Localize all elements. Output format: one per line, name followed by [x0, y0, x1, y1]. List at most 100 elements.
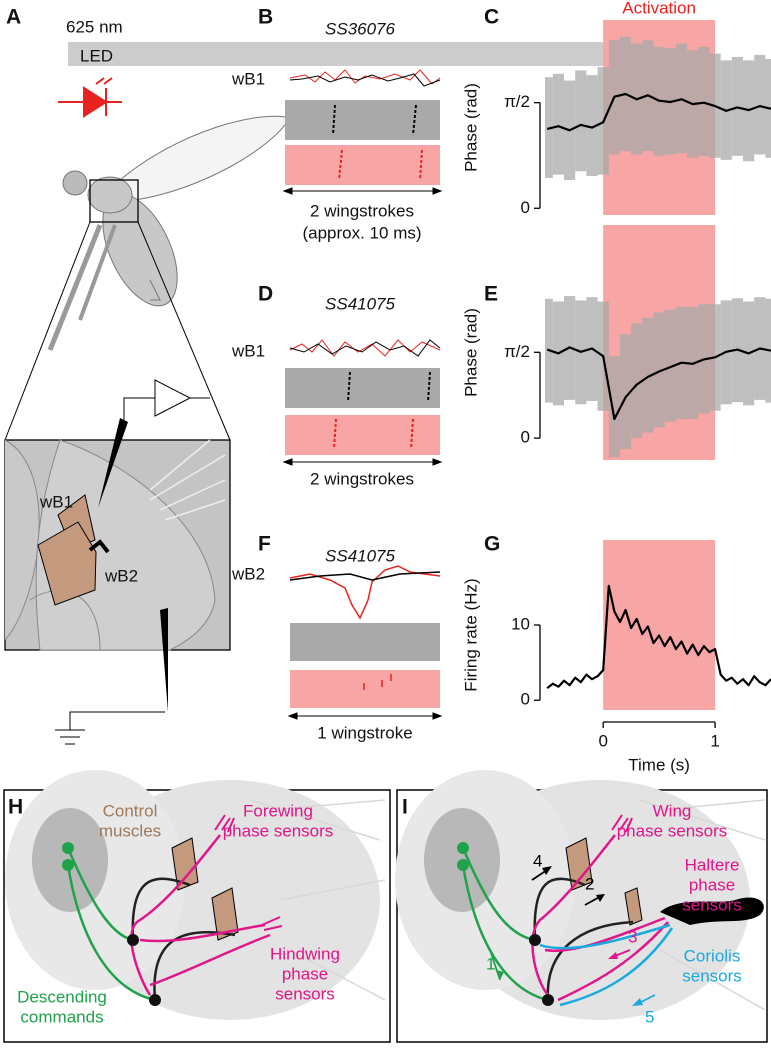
label-hindwing: phase: [282, 964, 328, 983]
line-name: SS41075: [325, 294, 395, 313]
label-haltere: phase: [689, 875, 735, 894]
led-wavelength: 625 nm: [66, 17, 123, 36]
y-tick-label: 0: [521, 198, 530, 217]
wire: [69, 711, 165, 730]
label-wing: Wing: [653, 801, 692, 820]
label-haltere: Haltere: [685, 855, 740, 874]
panel-letter: E: [484, 283, 498, 306]
muscle-label: wB2: [104, 566, 138, 585]
zoom-box: [89, 179, 139, 223]
panel-letter: I: [402, 796, 408, 819]
led-bar: [68, 42, 708, 66]
panel-h-drawing: [3, 770, 391, 1043]
line-name: SS41075: [325, 546, 395, 565]
scale-label: (approx. 10 ms): [302, 223, 421, 242]
pathway-number: 3: [628, 927, 637, 946]
zoom-line: [4, 221, 91, 441]
y-axis-label: Phase (rad): [461, 83, 480, 172]
label-muscles: Control: [103, 801, 158, 820]
activation-period: [603, 540, 716, 710]
pathway-number: 4: [533, 851, 542, 870]
scale-label: 1 wingstroke: [317, 723, 412, 742]
spread-band: [698, 46, 710, 156]
panel-letter: D: [258, 283, 273, 306]
label-coriolis: sensors: [682, 966, 742, 985]
label-forewing: phase sensors: [223, 821, 334, 840]
spikes: [338, 149, 423, 181]
spread-band: [653, 312, 665, 428]
label-coriolis: Coriolis: [684, 946, 741, 965]
raster-control: [285, 368, 440, 408]
panel-letter: C: [484, 6, 499, 29]
diode-symbol: [58, 77, 122, 118]
spread-band: [608, 356, 620, 458]
electrode: [160, 608, 168, 712]
panel-letter: G: [484, 533, 500, 556]
panel-letter: H: [8, 796, 23, 819]
data-line: [546, 92, 771, 132]
y-tick-label: π/2: [504, 342, 530, 361]
scale-label: 2 wingstrokes: [310, 469, 414, 488]
x-tick-label: 0: [598, 731, 607, 750]
pathway-number: 1: [486, 954, 495, 973]
spread-band: [642, 317, 654, 433]
spread-band: [619, 334, 632, 450]
panel-letter: A: [6, 6, 21, 29]
scale-arrow: [287, 712, 443, 720]
spread-band: [575, 70, 587, 172]
chart: 0 10 Firing rate (Hz) 0 1 Time (s): [461, 540, 771, 774]
panel-letter: F: [258, 533, 271, 556]
raster-activation: [290, 670, 440, 708]
led-label: LED: [80, 46, 113, 65]
label-hindwing: Hindwing: [270, 944, 340, 963]
muscle-label: wB1: [231, 69, 265, 88]
trace: [289, 571, 441, 581]
scale-arrow: [282, 458, 443, 466]
chart: π/2 0 Phase (rad): [461, 225, 771, 460]
amplifier: [154, 379, 192, 417]
spread-band: [754, 54, 766, 155]
spread-band: [552, 73, 565, 175]
muscle-label: wB2: [231, 564, 265, 583]
pathway-number: 5: [645, 1007, 654, 1026]
label-forewing: Forewing: [243, 801, 313, 820]
y-tick-label: 0: [521, 690, 530, 709]
label-descending: commands: [20, 1007, 103, 1026]
muscle-label: wB1: [39, 492, 73, 511]
trace: [289, 73, 441, 87]
fly-drawing: [47, 115, 291, 351]
spread-band: [586, 75, 598, 176]
electrode: [98, 418, 128, 508]
spikes: [332, 104, 417, 136]
zoom-line: [137, 221, 231, 441]
wire: [123, 397, 155, 420]
muscle-label: wB1: [231, 341, 265, 360]
trace: [289, 339, 441, 357]
ground: [55, 729, 85, 745]
spikes: [347, 371, 431, 403]
label-wing: phase sensors: [617, 821, 728, 840]
chart-title: Activation: [622, 0, 696, 17]
label-haltere: sensors: [682, 895, 742, 914]
spread-band: [631, 323, 643, 439]
x-axis-label: Time (s): [628, 755, 690, 774]
y-tick-label: 10: [511, 614, 530, 633]
y-axis-label: Firing rate (Hz): [461, 578, 480, 691]
scale-label: 2 wingstrokes: [310, 201, 414, 220]
scale-arrow: [282, 187, 443, 195]
panel-i-drawing: [395, 770, 768, 1043]
inset: wB1 wB2: [4, 439, 231, 651]
label-hindwing: sensors: [275, 984, 335, 1003]
label-descending: Descending: [17, 987, 107, 1006]
label-muscles: muscles: [99, 821, 161, 840]
spikes: [333, 418, 414, 450]
x-tick-label: 1: [710, 731, 719, 750]
raster-activation: [285, 145, 440, 185]
line-name: SS36076: [325, 19, 395, 38]
y-axis-label: Phase (rad): [461, 308, 480, 397]
data-line: [546, 346, 771, 421]
raster-control: [290, 623, 440, 661]
y-tick-label: π/2: [504, 92, 530, 111]
pathway-number: 2: [585, 874, 594, 893]
